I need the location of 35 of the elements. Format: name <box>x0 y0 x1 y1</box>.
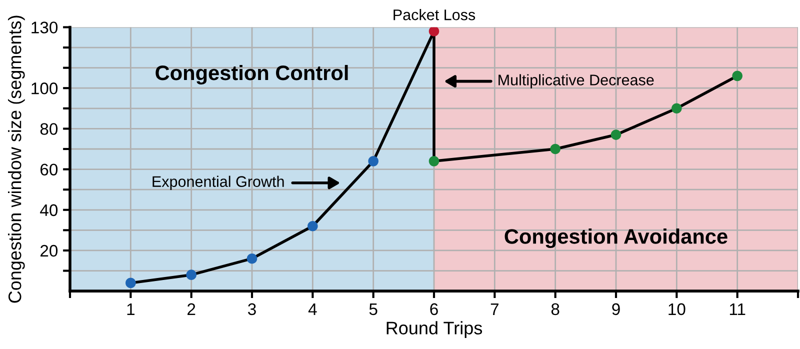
x-tick-label: 8 <box>551 303 560 316</box>
annotation: Exponential Growth <box>152 176 284 190</box>
band-label: Congestion Control <box>156 64 348 84</box>
text: Packet Loss <box>394 9 476 20</box>
x-tick-label: 7 <box>490 303 498 315</box>
y-tick-label: 40 <box>40 204 58 216</box>
annotation: Multiplicative Decrease <box>498 74 654 88</box>
y-tick-label: 130 <box>32 22 58 34</box>
y-tick-label: 60 <box>40 164 58 176</box>
x-tick-label: 5 <box>369 303 378 316</box>
x-tick-label: 11 <box>730 303 746 315</box>
point <box>550 144 560 154</box>
point <box>610 130 622 140</box>
x-tick-label: 3 <box>248 303 256 316</box>
y-tick-label: 100 <box>32 82 58 94</box>
x-tick-label: 1 <box>127 303 134 315</box>
x-tick-label: 9 <box>612 303 620 316</box>
point <box>308 220 318 232</box>
band-label: Congestion Avoidance <box>504 228 728 248</box>
x-tick-label: 2 <box>188 303 196 315</box>
point <box>672 103 682 114</box>
point <box>428 27 440 36</box>
y-tick-label: 20 <box>40 244 58 257</box>
x-tick-label: 10 <box>668 303 686 316</box>
point <box>246 253 258 264</box>
point <box>186 270 196 280</box>
point <box>368 156 378 166</box>
x-tick-label: 6 <box>430 303 438 316</box>
y-axis-title: Congestion window size (segments) <box>8 16 25 303</box>
point <box>732 70 742 82</box>
point <box>428 156 440 166</box>
y-tick-label: 80 <box>40 123 58 135</box>
x-tick-label: 4 <box>308 303 317 315</box>
point <box>126 278 136 288</box>
x-axis-title: Round Trips <box>386 321 482 338</box>
